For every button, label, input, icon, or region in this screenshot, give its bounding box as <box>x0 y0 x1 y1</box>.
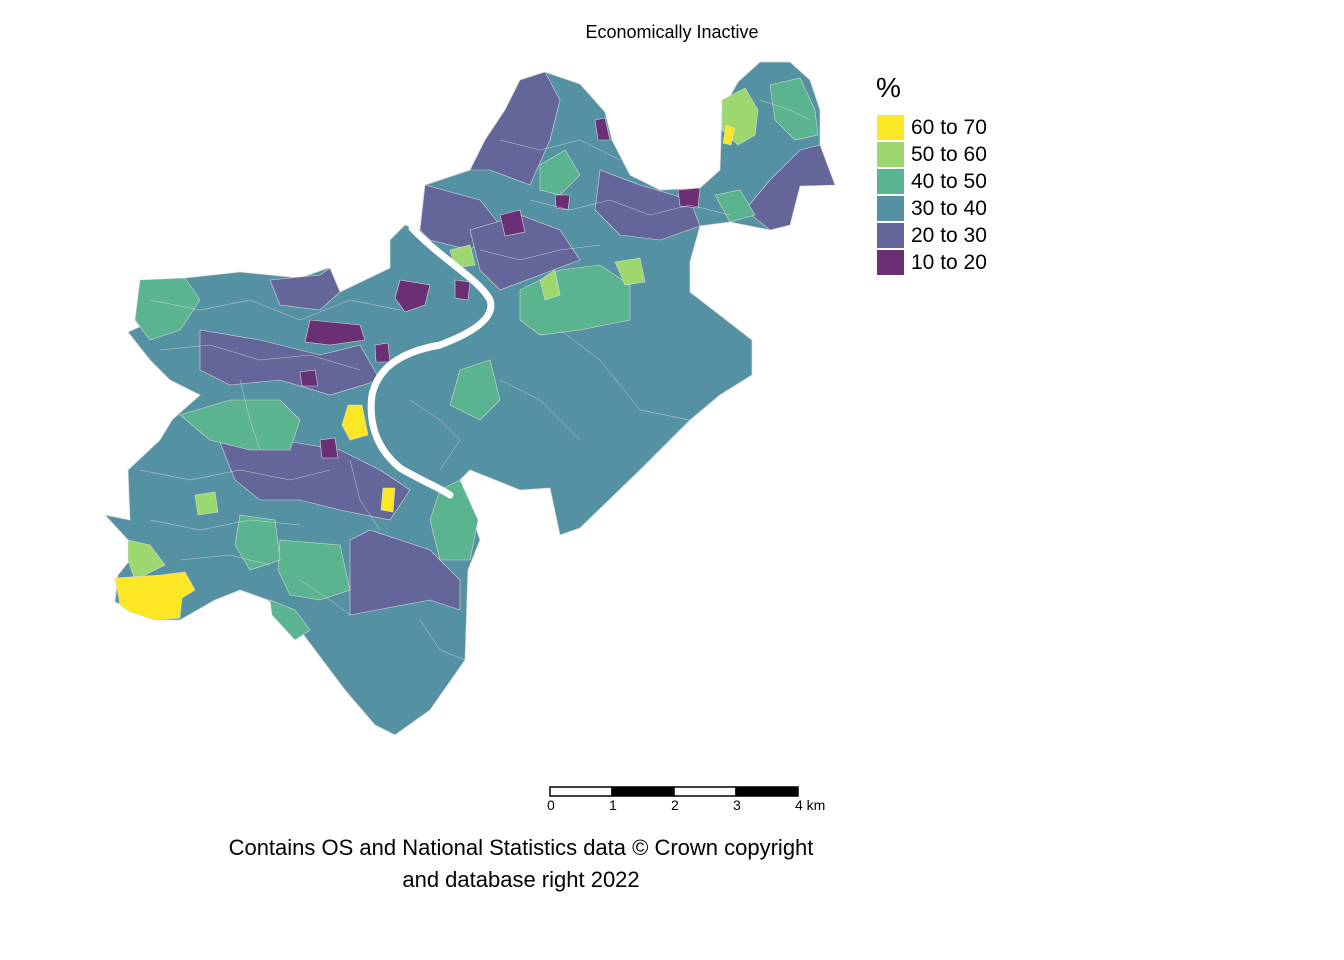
copyright-credit: Contains OS and National Statistics data… <box>0 832 1042 896</box>
legend-label: 10 to 20 <box>911 250 987 274</box>
scale-bar-labels: 0 1 2 3 4 km <box>547 797 849 817</box>
map-region <box>714 189 756 223</box>
map-region <box>554 194 571 211</box>
map-region <box>380 487 396 513</box>
map-region <box>319 437 339 459</box>
legend-swatch <box>877 223 904 248</box>
small-area-boundaries <box>139 99 811 661</box>
scale-tick-label: 0 <box>547 797 555 813</box>
map-region <box>594 117 611 141</box>
legend-item: 30 to 40 <box>874 195 987 222</box>
map-region <box>269 599 311 641</box>
map-region <box>469 214 581 291</box>
map-region <box>134 277 201 341</box>
legend-swatch <box>877 142 904 167</box>
map-region <box>454 279 471 301</box>
legend-swatch <box>877 196 904 221</box>
map-region <box>449 359 501 421</box>
legend-item: 10 to 20 <box>874 249 987 276</box>
credit-line-1: Contains OS and National Statistics data… <box>228 835 814 860</box>
scale-tick-label: 3 <box>733 797 741 813</box>
map-region <box>539 269 561 301</box>
river <box>367 224 495 499</box>
map-region <box>114 571 196 621</box>
legend-label: 20 to 30 <box>911 223 987 247</box>
map-region <box>199 329 381 396</box>
map-region <box>214 429 411 521</box>
scale-tick-label: 4 km <box>795 797 826 813</box>
scale-bar <box>549 786 799 797</box>
legend-swatch <box>877 115 904 140</box>
legend-label: 30 to 40 <box>911 196 987 220</box>
map-region <box>269 267 341 311</box>
map-region <box>539 149 581 196</box>
map-region <box>341 404 369 441</box>
legend-item: 50 to 60 <box>874 141 987 168</box>
legend-title: % <box>876 72 901 103</box>
map-region <box>349 529 461 616</box>
map-title: Economically Inactive <box>585 22 759 42</box>
legend-label: 50 to 60 <box>911 142 987 166</box>
map-region <box>194 491 219 516</box>
legend-item: 40 to 50 <box>874 168 987 195</box>
map-region <box>429 479 479 561</box>
map-region <box>394 279 431 313</box>
map-region <box>127 539 166 581</box>
credit-line-2: and database right 2022 <box>402 867 640 892</box>
map-legend: % 60 to 70 50 to 60 40 to 50 30 to 40 20… <box>874 70 987 276</box>
map-region <box>304 319 366 346</box>
map-region <box>469 71 561 186</box>
map-region <box>769 77 819 141</box>
map-region <box>179 399 301 451</box>
map-region <box>744 144 836 231</box>
map-region <box>277 539 351 601</box>
map-region <box>722 124 736 146</box>
map-region <box>677 187 701 209</box>
legend-swatch <box>877 250 904 275</box>
legend-label: 40 to 50 <box>911 169 987 193</box>
map-region <box>499 209 526 237</box>
legend-swatch <box>877 169 904 194</box>
map-region <box>374 342 391 363</box>
map-region <box>234 514 281 571</box>
scale-tick-label: 1 <box>609 797 617 813</box>
map-region <box>299 369 319 387</box>
scale-tick-label: 2 <box>671 797 679 813</box>
legend-label: 60 to 70 <box>911 115 987 139</box>
map-region <box>614 257 646 286</box>
legend-item: 60 to 70 <box>874 114 987 141</box>
map-region <box>594 169 701 241</box>
legend-item: 20 to 30 <box>874 222 987 249</box>
